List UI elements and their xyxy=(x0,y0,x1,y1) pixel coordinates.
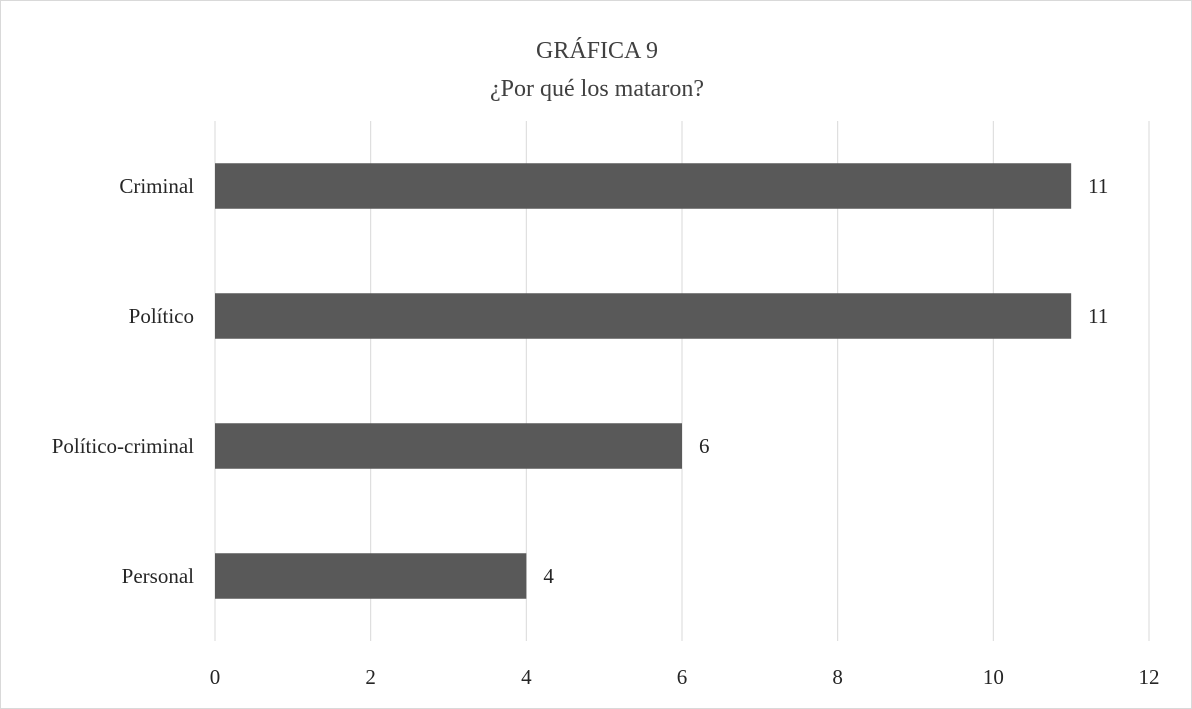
data-label: 6 xyxy=(699,434,710,458)
x-tick-label: 8 xyxy=(832,665,843,689)
category-label: Personal xyxy=(122,564,194,588)
x-tick-label: 4 xyxy=(521,665,532,689)
data-labels: 11 11 6 4 xyxy=(543,174,1108,588)
category-label: Político xyxy=(129,304,194,328)
bar-1 xyxy=(215,293,1072,339)
chart-title: GRÁFICA 9 xyxy=(536,38,658,64)
category-label: Criminal xyxy=(119,174,194,198)
category-label: Político-criminal xyxy=(52,434,194,458)
data-label: 11 xyxy=(1088,174,1108,198)
bar-3 xyxy=(215,553,527,599)
x-tick-label: 2 xyxy=(365,665,376,689)
data-label: 11 xyxy=(1088,304,1108,328)
data-label: 4 xyxy=(543,564,554,588)
x-tick-label: 6 xyxy=(677,665,688,689)
chart-subtitle: ¿Por qué los mataron? xyxy=(490,76,704,102)
bar-0 xyxy=(215,163,1072,209)
x-tick-label: 0 xyxy=(210,665,221,689)
x-axis-ticks: 0 2 4 6 8 10 12 xyxy=(210,665,1160,689)
category-labels: Criminal Político Político-criminal Persona… xyxy=(52,174,194,588)
x-tick-label: 12 xyxy=(1139,665,1160,689)
x-tick-label: 10 xyxy=(983,665,1004,689)
bars xyxy=(215,163,1072,599)
bar-2 xyxy=(215,423,682,469)
